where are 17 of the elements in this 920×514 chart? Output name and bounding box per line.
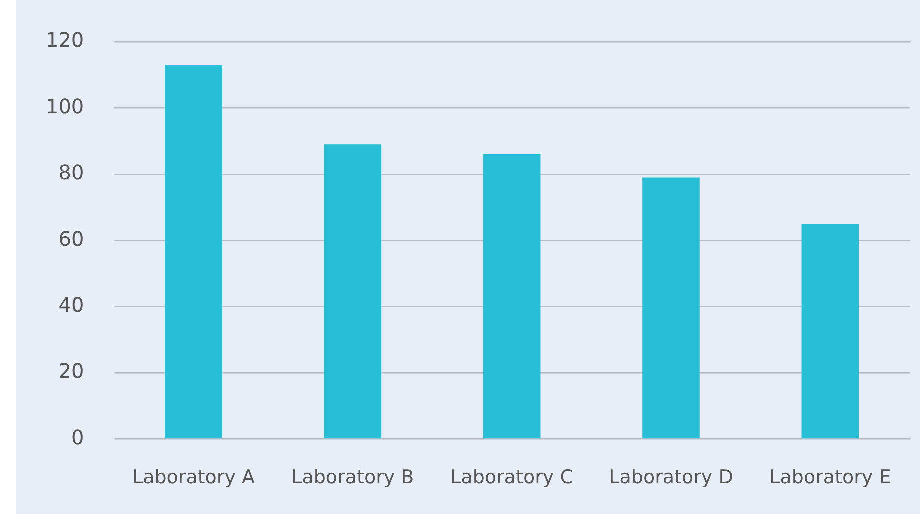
y-tick-label: 20 — [58, 359, 84, 384]
y-tick-label: 100 — [46, 94, 84, 118]
y-tick-label: 120 — [46, 28, 84, 52]
y-tick-label: 60 — [58, 226, 84, 251]
y-tick-label: 0 — [71, 425, 84, 450]
x-tick-label: Laboratory D — [609, 466, 734, 489]
bar — [642, 178, 700, 439]
y-tick-label: 40 — [58, 293, 84, 318]
x-tick-label: Laboratory C — [450, 466, 574, 489]
bar — [483, 154, 541, 439]
bar — [802, 224, 860, 439]
x-tick-label: Laboratory A — [132, 466, 256, 489]
bar — [324, 144, 382, 439]
x-tick-label: Laboratory E — [770, 466, 892, 489]
y-tick-label: 80 — [58, 160, 84, 185]
x-tick-label: Laboratory B — [292, 466, 414, 489]
bar — [165, 65, 222, 439]
